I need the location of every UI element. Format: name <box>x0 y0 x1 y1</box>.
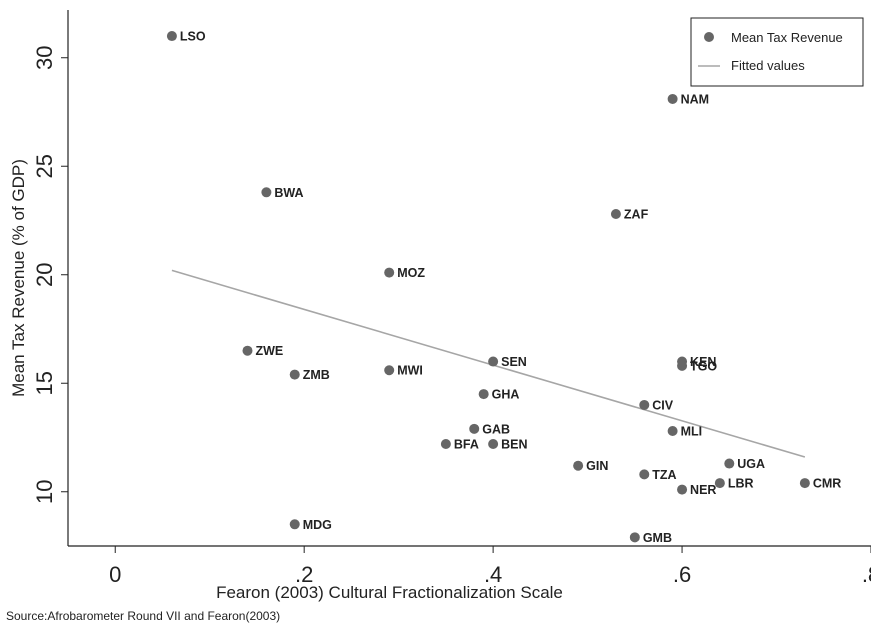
x-tick-label: .8 <box>862 562 871 587</box>
point-label-gha: GHA <box>492 388 520 402</box>
data-point-gmb <box>629 532 640 543</box>
point-label-zwe: ZWE <box>255 344 283 358</box>
point-label-mwi: MWI <box>397 364 423 378</box>
data-point-mli <box>667 425 678 436</box>
data-point-tgo <box>677 360 688 371</box>
data-point-zaf <box>610 208 621 219</box>
y-tick-label: 25 <box>32 154 57 178</box>
point-label-uga: UGA <box>737 457 765 471</box>
data-point-bfa <box>440 439 451 450</box>
point-label-mli: MLI <box>681 424 703 438</box>
point-label-gin: GIN <box>586 459 608 473</box>
legend-box <box>690 17 864 87</box>
data-point-sen <box>488 356 499 367</box>
point-label-lso: LSO <box>180 30 206 44</box>
point-label-sen: SEN <box>501 355 527 369</box>
y-tick-label: 20 <box>32 263 57 287</box>
point-label-ben: BEN <box>501 438 527 452</box>
point-label-ner: NER <box>690 483 716 497</box>
y-tick-label: 30 <box>32 45 57 69</box>
fitted-line-layer <box>171 269 806 458</box>
x-tick-label: .2 <box>295 562 313 587</box>
data-point-civ <box>639 399 650 410</box>
data-point-lbr <box>714 478 725 489</box>
point-label-mdg: MDG <box>303 518 332 532</box>
data-point-ben <box>488 439 499 450</box>
y-tick-label: 10 <box>32 480 57 504</box>
point-label-gmb: GMB <box>643 531 672 545</box>
point-label-gab: GAB <box>482 422 510 436</box>
data-point-lso <box>166 31 177 42</box>
legend-label-fitted-values: Fitted values <box>731 58 805 73</box>
data-point-mwi <box>384 365 395 376</box>
data-point-gin <box>573 460 584 471</box>
point-label-ken: KEN <box>690 355 716 369</box>
source-note: Source:Afrobarometer Round VII and Fearo… <box>6 609 281 623</box>
data-point-tza <box>639 469 650 480</box>
y-tick-label: 15 <box>32 371 57 395</box>
point-label-bwa: BWA <box>274 186 303 200</box>
legend-label-mean-tax-revenue: Mean Tax Revenue <box>731 30 843 45</box>
point-label-bfa: BFA <box>454 438 479 452</box>
point-label-moz: MOZ <box>397 266 425 280</box>
point-label-cmr: CMR <box>813 477 841 491</box>
point-label-nam: NAM <box>681 92 709 106</box>
data-point-ner <box>677 484 688 495</box>
data-point-gha <box>478 389 489 400</box>
y-axis-label: Mean Tax Revenue (% of GDP) <box>9 159 28 397</box>
point-label-tza: TZA <box>652 468 676 482</box>
x-tick-label: .6 <box>673 562 691 587</box>
legend: Mean Tax Revenue Fitted values <box>690 17 864 87</box>
data-point-zwe <box>242 345 253 356</box>
data-point-gab <box>469 423 480 434</box>
data-point-zmb <box>289 369 300 380</box>
point-label-zaf: ZAF <box>624 207 649 221</box>
data-point-mdg <box>289 519 300 530</box>
data-point-uga <box>724 458 735 469</box>
data-point-bwa <box>261 187 272 198</box>
data-point-moz <box>384 267 395 278</box>
x-tick-label: .4 <box>484 562 502 587</box>
data-point-nam <box>667 93 678 104</box>
fitted-line <box>171 269 806 458</box>
point-label-lbr: LBR <box>728 477 754 491</box>
data-point-cmr <box>799 478 810 489</box>
point-label-zmb: ZMB <box>303 368 330 382</box>
x-axis-label: Fearon (2003) Cultural Fractionalization… <box>216 583 563 602</box>
scatter-chart: 0 .2 .4 .6 .8 10 15 20 25 30 Fearon (2003) Cultura… <box>9 10 871 602</box>
x-tick-label: 0 <box>109 562 121 587</box>
axes: 0 .2 .4 .6 .8 10 15 20 25 30 Fearon (2003) Cultura… <box>9 10 871 602</box>
point-label-civ: CIV <box>652 398 674 412</box>
legend-point-marker <box>704 32 714 42</box>
point-label-tgo: TGO <box>690 359 717 373</box>
